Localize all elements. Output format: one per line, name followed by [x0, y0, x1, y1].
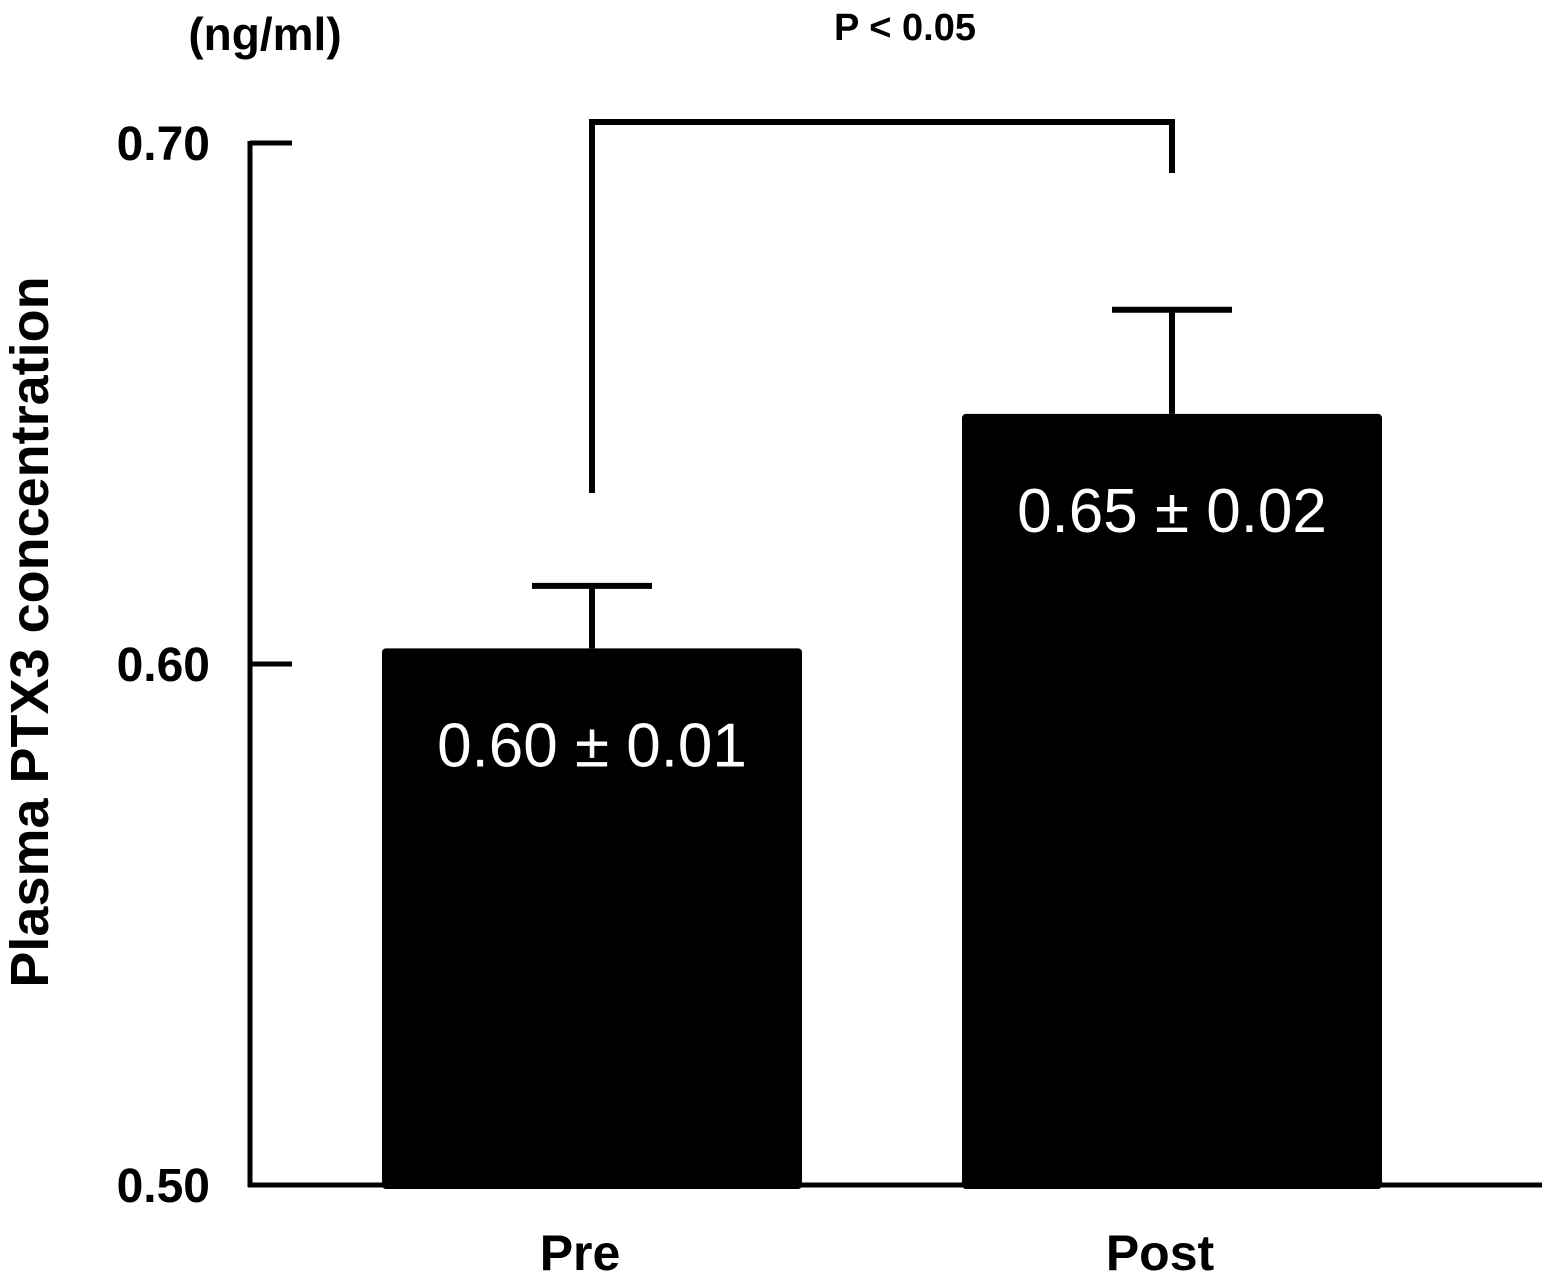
y-tick-label: 0.50	[117, 1160, 210, 1213]
bar-value-label: 0.65 ± 0.02	[1017, 477, 1327, 546]
bar-value-label: 0.60 ± 0.01	[437, 711, 747, 780]
y-tick-label: 0.60	[117, 639, 210, 692]
y-axis: 0.50 0.60 0.70	[117, 118, 292, 1213]
x-tick-label: Pre	[540, 1225, 621, 1281]
significance-bracket-line	[589, 119, 1175, 493]
bar-post	[962, 413, 1382, 1189]
significance-label: P < 0.05	[834, 7, 976, 49]
bar-pre	[382, 648, 802, 1189]
unit-label: (ng/ml)	[188, 8, 341, 60]
significance-bracket	[589, 119, 1175, 493]
y-axis-title: Plasma PTX3 concentration	[0, 276, 60, 987]
x-tick-label: Post	[1106, 1225, 1215, 1281]
error-bars	[532, 306, 1232, 649]
bars: 0.60 ± 0.01 Pre 0.65 ± 0.02 Post	[382, 413, 1382, 1281]
y-tick-label: 0.70	[117, 118, 210, 171]
